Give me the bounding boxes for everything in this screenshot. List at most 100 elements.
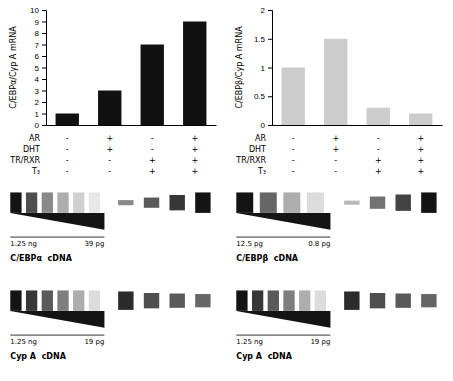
sample-band: [395, 294, 410, 308]
bar: [409, 114, 432, 126]
annotation: 39 pg: [84, 240, 104, 248]
y-axis: 012345678910: [30, 6, 46, 130]
condition: -: [151, 134, 154, 143]
condition: -: [66, 134, 69, 143]
gradient-band: [299, 290, 310, 310]
tick-label: 2: [261, 6, 266, 15]
gradient-band: [10, 290, 21, 310]
condition: +: [149, 167, 156, 176]
row-label: DHT: [23, 145, 40, 154]
tick: 9: [35, 18, 46, 27]
tick: 1: [35, 110, 46, 119]
condition: -: [66, 156, 69, 165]
bar: [141, 45, 164, 126]
sample-band: [169, 195, 184, 210]
samples: [118, 192, 210, 212]
triangle: [10, 311, 104, 328]
condition: +: [417, 145, 424, 154]
condition: -: [292, 167, 295, 176]
condition: -: [334, 156, 337, 165]
tick-label: 10: [30, 6, 39, 15]
condition: -: [334, 167, 337, 176]
tick: 0: [261, 121, 272, 130]
row-label: DHT: [249, 145, 266, 154]
gradient-band: [236, 192, 253, 212]
sample-band: [370, 197, 385, 209]
gradient-band: [315, 290, 326, 310]
axis-line: [42, 11, 47, 126]
gradient-band: [89, 290, 100, 310]
condition: +: [375, 156, 382, 165]
gradient-band: [268, 290, 279, 310]
condition: -: [292, 156, 295, 165]
condition: +: [417, 134, 424, 143]
tick-mark: [268, 10, 272, 11]
gel-panel: 1.25 ng19 pgCyp A cDNA: [236, 290, 436, 361]
condition: +: [191, 156, 198, 165]
row-label: T₃: [31, 167, 40, 176]
gradient-band: [89, 192, 100, 212]
condition-table: ARDHTTR/RXRT₃----++----++++++: [9, 134, 198, 176]
sample-band: [395, 194, 410, 210]
gradient-band: [10, 192, 21, 212]
tick: 0: [35, 121, 46, 130]
tick-label: 6: [35, 52, 40, 61]
samples: [118, 291, 210, 309]
row-label: TR/RXR: [9, 156, 40, 165]
range-line: [236, 237, 330, 238]
gradient: [236, 192, 324, 212]
tick-mark: [42, 68, 46, 69]
tick: 0.5: [254, 92, 272, 101]
triangle: [10, 213, 104, 230]
bar: [324, 39, 347, 125]
tick-mark: [42, 114, 46, 115]
triangle: [236, 311, 330, 328]
bar: [98, 91, 121, 126]
condition: +: [106, 134, 113, 143]
bars: [282, 39, 433, 125]
tick: 2: [35, 98, 46, 107]
condition: +: [417, 156, 424, 165]
axis-line: [268, 11, 273, 126]
tick: 8: [35, 29, 46, 38]
tick: 5: [35, 64, 46, 73]
gradient-band: [57, 290, 68, 310]
tick-mark: [42, 22, 46, 23]
panel-title: C/EBPβ cDNA: [236, 254, 299, 263]
figure: 012345678910C/EBPα/Cyp A mRNAARDHTTR/RXR…: [0, 0, 453, 381]
condition: +: [106, 145, 113, 154]
annotation: 1.25 ng: [10, 240, 37, 248]
sample-band: [195, 294, 210, 307]
bar: [282, 68, 305, 126]
x-axis: [47, 125, 217, 127]
annotation: 19 pg: [310, 338, 330, 346]
tick: 10: [30, 6, 46, 15]
row-label: AR: [255, 134, 266, 143]
annotation: 1.25 ng: [10, 338, 37, 346]
tick: 6: [35, 52, 46, 61]
condition: +: [375, 167, 382, 176]
gradient-band: [252, 290, 263, 310]
tick-mark: [268, 96, 272, 97]
gradient-band: [26, 192, 37, 212]
gradient-band: [42, 290, 53, 310]
gradient: [10, 290, 100, 310]
gradient: [236, 290, 326, 310]
condition: +: [332, 134, 339, 143]
tick-mark: [42, 10, 46, 11]
panel-title: Cyp A cDNA: [236, 352, 292, 361]
sample-band: [144, 293, 159, 308]
gel-panel: 12.5 pg0.8 pgC/EBPβ cDNA: [236, 192, 436, 263]
condition: +: [332, 145, 339, 154]
sample-band: [169, 294, 184, 308]
sample-band: [344, 291, 359, 309]
tick-label: 8: [35, 29, 40, 38]
tick: 2: [261, 6, 272, 15]
y-axis: 00.511.52: [254, 6, 273, 130]
bars: [56, 22, 207, 126]
tick: 4: [35, 75, 46, 84]
tick: 1.5: [254, 35, 272, 44]
axis-line: [273, 125, 443, 126]
gradient-band: [26, 290, 37, 310]
x-axis: [273, 125, 443, 127]
